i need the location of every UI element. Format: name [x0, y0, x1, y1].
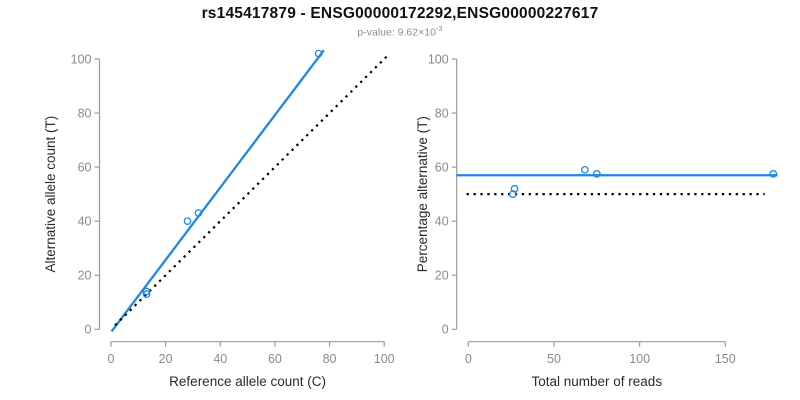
data-point	[142, 287, 151, 296]
x-tick-label: 20	[159, 352, 173, 366]
y-axis-title: Percentage alternative (T)	[415, 116, 430, 272]
left-plot-panel: 0 20 40 60 80 100 0 20 40 60 80 100 Reference allele…	[43, 49, 395, 389]
p-value-text: p-value: 9.62×10	[357, 26, 436, 39]
x-tick-label: 80	[323, 352, 337, 366]
data-point	[142, 290, 151, 299]
y-tick-label: 40	[78, 214, 92, 228]
x-tick-label: 40	[213, 352, 227, 366]
y-tick-label: 60	[78, 160, 92, 174]
y-tick-label: 40	[435, 214, 449, 228]
data-point	[183, 217, 192, 226]
x-tick-label: 100	[629, 352, 650, 366]
data-point	[194, 209, 203, 217]
figure-subtitle: p-value: 9.62×10-3	[0, 24, 800, 39]
identity-line	[114, 55, 388, 327]
data-point	[592, 170, 601, 178]
y-tick-label: 60	[435, 160, 449, 174]
right-plot-panel: 0 50 100 150 0 20 40 60 80 100 Total number of rea…	[415, 52, 778, 389]
x-tick-label: 150	[715, 352, 736, 366]
y-tick-label: 0	[85, 323, 92, 337]
x-axis-title: Reference allele count (C)	[169, 374, 326, 389]
data-point	[580, 165, 589, 174]
p-value-exponent: -3	[435, 24, 443, 33]
y-tick-label: 0	[442, 323, 449, 337]
data-point	[314, 49, 323, 58]
figure-title: rs145417879 - ENSG00000172292,ENSG000002…	[201, 5, 599, 22]
y-tick-label: 80	[435, 106, 449, 120]
x-tick-label: 0	[108, 352, 115, 366]
x-tick-label: 60	[268, 352, 282, 366]
y-tick-label: 20	[78, 269, 92, 283]
x-tick-label: 50	[547, 352, 561, 366]
x-tick-label: 100	[374, 352, 395, 366]
fit-line	[110, 49, 325, 333]
data-point	[769, 170, 778, 178]
x-tick-label: 0	[465, 352, 472, 366]
y-tick-label: 80	[78, 106, 92, 120]
y-tick-label: 100	[428, 52, 449, 66]
data-point	[510, 184, 519, 193]
y-tick-label: 20	[435, 269, 449, 283]
x-axis-title: Total number of reads	[532, 374, 663, 389]
y-axis-title: Alternative allele count (T)	[43, 116, 58, 273]
y-tick-label: 100	[71, 52, 92, 66]
